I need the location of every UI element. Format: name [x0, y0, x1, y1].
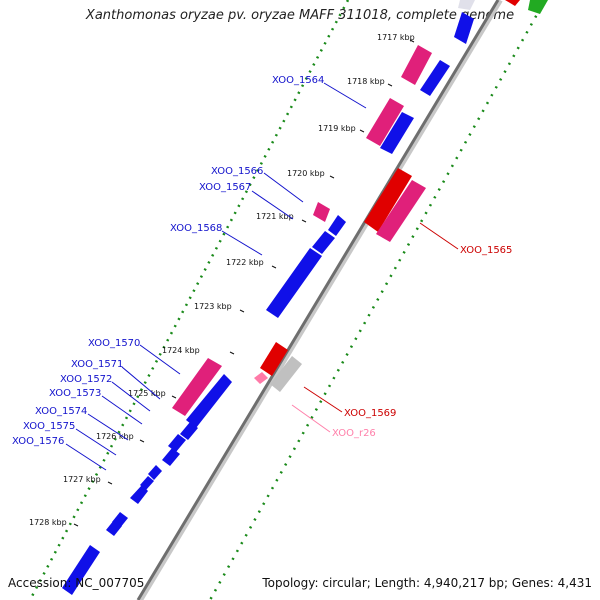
- gene-arrow[interactable]: [420, 60, 450, 96]
- gene-label-xoo-1572[interactable]: XOO_1572: [60, 374, 112, 385]
- gene-arrow[interactable]: [168, 434, 186, 452]
- gene-arrow[interactable]: [172, 358, 222, 416]
- gc-track-right: [208, 0, 547, 600]
- gene-arrow[interactable]: [454, 12, 474, 44]
- kbp-label: 1723 kbp: [194, 302, 232, 311]
- gene-label-xoo-1564[interactable]: XOO_1564: [272, 75, 324, 86]
- gc-track-left: [28, 0, 350, 600]
- gene-arrow[interactable]: [270, 356, 302, 392]
- genome-stats-label: Topology: circular; Length: 4,940,217 bp…: [262, 576, 592, 590]
- kbp-label: 1726 kbp: [96, 432, 134, 441]
- gene-label-xoo-1574[interactable]: XOO_1574: [35, 406, 87, 417]
- kbp-label: 1717 kbp: [377, 33, 415, 42]
- gene-arrow[interactable]: [528, 0, 548, 14]
- kbp-label: 1728 kbp: [29, 518, 67, 527]
- gene-arrow[interactable]: [162, 448, 180, 466]
- gene-arrow[interactable]: [458, 0, 475, 10]
- kbp-label: 1718 kbp: [347, 77, 385, 86]
- backbone-shadow: [137, 0, 503, 600]
- gene-label-xoo-1567[interactable]: XOO_1567: [199, 182, 251, 193]
- gene-arrow[interactable]: [380, 112, 414, 154]
- gene-label-xoo-r26[interactable]: XOO_r26: [332, 428, 376, 439]
- left-leader-lines: [65, 82, 367, 471]
- gene-arrow[interactable]: [364, 168, 412, 232]
- right-leader-line: [291, 404, 331, 433]
- gene-label-xoo-1566[interactable]: XOO_1566: [211, 166, 263, 177]
- right-leader-line: [303, 386, 343, 413]
- gene-label-xoo-1573[interactable]: XOO_1573: [49, 388, 101, 399]
- gene-label-xoo-1575[interactable]: XOO_1575: [23, 421, 75, 432]
- kbp-label: 1719 kbp: [318, 124, 356, 133]
- kbp-label: 1720 kbp: [287, 169, 325, 178]
- kbp-ticks: [73, 39, 415, 527]
- kbp-label: 1725 kbp: [128, 389, 166, 398]
- accession-label: Accession: NC_007705: [8, 576, 145, 590]
- gene-arrow[interactable]: [313, 202, 330, 222]
- gene-label-xoo-1576[interactable]: XOO_1576: [12, 436, 64, 447]
- gene-arrow[interactable]: [260, 342, 288, 376]
- gene-arrow[interactable]: [266, 248, 322, 318]
- gene-arrow[interactable]: [186, 374, 232, 428]
- gene-arrow[interactable]: [505, 0, 520, 6]
- backbone-axis: [136, 0, 500, 600]
- gene-arrow[interactable]: [148, 465, 162, 480]
- kbp-label: 1724 kbp: [162, 346, 200, 355]
- gene-arrow[interactable]: [376, 180, 426, 242]
- kbp-label: 1727 kbp: [63, 475, 101, 484]
- kbp-label: 1721 kbp: [256, 212, 294, 221]
- gene-label-xoo-1568[interactable]: XOO_1568: [170, 223, 222, 234]
- gene-arrow[interactable]: [312, 231, 335, 254]
- kbp-label: 1722 kbp: [226, 258, 264, 267]
- gene-arrow[interactable]: [366, 98, 404, 146]
- gene-label-xoo-1571[interactable]: XOO_1571: [71, 359, 123, 370]
- gene-arrow[interactable]: [401, 45, 432, 85]
- gene-arrow[interactable]: [180, 422, 198, 440]
- gene-arrow[interactable]: [106, 520, 122, 536]
- gene-arrow[interactable]: [254, 372, 268, 384]
- gene-label-xoo-1570[interactable]: XOO_1570: [88, 338, 140, 349]
- gene-label-xoo-1569[interactable]: XOO_1569: [344, 408, 396, 419]
- gene-arrow[interactable]: [328, 215, 346, 236]
- gene-label-xoo-1565[interactable]: XOO_1565: [460, 245, 512, 256]
- map-title: Xanthomonas oryzae pv. oryzae MAFF 31101…: [85, 8, 515, 23]
- gene-arrow[interactable]: [130, 485, 148, 504]
- right-leader-line: [419, 222, 459, 250]
- gene-arrow[interactable]: [62, 545, 100, 595]
